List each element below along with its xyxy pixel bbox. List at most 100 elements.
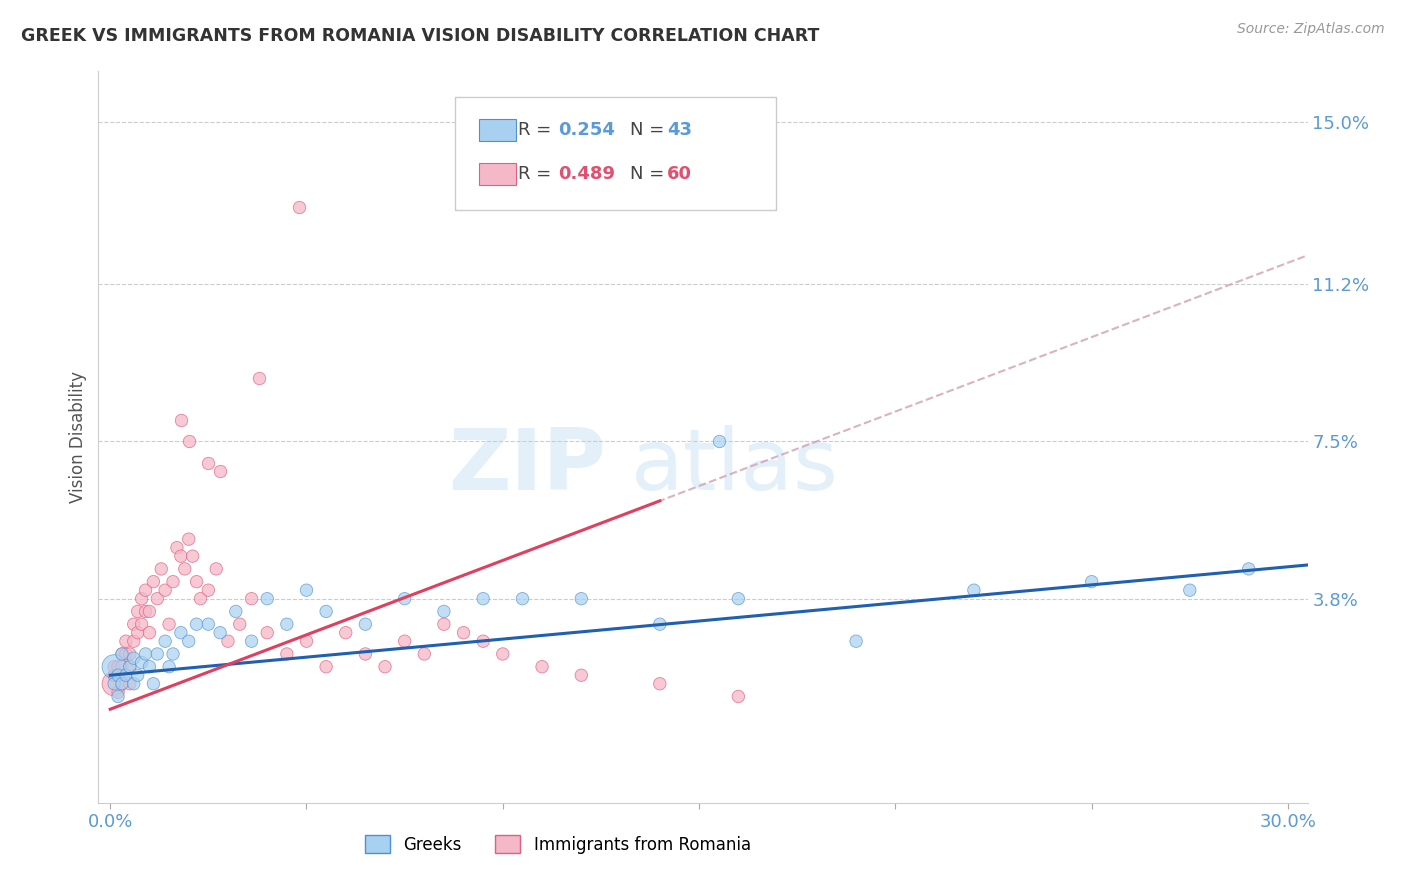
Point xyxy=(1178,583,1201,598)
Point xyxy=(153,583,176,598)
Point xyxy=(162,647,184,661)
Point xyxy=(225,604,247,618)
Point xyxy=(135,604,157,618)
Point xyxy=(472,591,495,606)
Text: 0.489: 0.489 xyxy=(558,165,614,183)
Point xyxy=(394,634,416,648)
Point xyxy=(135,647,157,661)
Point xyxy=(217,634,239,648)
Point xyxy=(142,677,165,691)
Point xyxy=(727,690,749,704)
Point xyxy=(103,677,125,691)
Point xyxy=(138,659,160,673)
Point xyxy=(433,617,456,632)
Point xyxy=(118,659,141,673)
Point xyxy=(197,617,219,632)
Text: Source: ZipAtlas.com: Source: ZipAtlas.com xyxy=(1237,22,1385,37)
Point xyxy=(256,625,278,640)
Point xyxy=(531,659,554,673)
Point xyxy=(648,617,671,632)
Point xyxy=(107,668,129,682)
Point xyxy=(146,591,169,606)
Point xyxy=(413,647,436,661)
Point xyxy=(181,549,204,563)
FancyBboxPatch shape xyxy=(479,163,516,185)
Point xyxy=(146,647,169,661)
Text: GREEK VS IMMIGRANTS FROM ROMANIA VISION DISABILITY CORRELATION CHART: GREEK VS IMMIGRANTS FROM ROMANIA VISION … xyxy=(21,27,820,45)
Point xyxy=(374,659,396,673)
Point xyxy=(138,604,160,618)
FancyBboxPatch shape xyxy=(456,97,776,211)
Point xyxy=(197,456,219,470)
Point xyxy=(295,634,318,648)
Point xyxy=(190,591,212,606)
Point xyxy=(177,434,200,449)
Text: 60: 60 xyxy=(666,165,692,183)
Point xyxy=(707,434,730,449)
Text: 0.254: 0.254 xyxy=(558,121,614,139)
Point xyxy=(111,677,134,691)
Point xyxy=(135,583,157,598)
Text: atlas: atlas xyxy=(630,425,838,508)
Point xyxy=(122,651,145,665)
Point xyxy=(115,668,138,682)
Point xyxy=(107,685,129,699)
Point xyxy=(118,659,141,673)
Point xyxy=(229,617,252,632)
Point xyxy=(115,647,138,661)
Point xyxy=(138,625,160,640)
Point xyxy=(963,583,986,598)
Point xyxy=(157,617,180,632)
Point xyxy=(315,659,337,673)
Point xyxy=(177,532,200,546)
Text: ZIP: ZIP xyxy=(449,425,606,508)
Point xyxy=(209,464,232,478)
Point xyxy=(111,647,134,661)
Point xyxy=(335,625,357,640)
Point xyxy=(107,690,129,704)
Point xyxy=(186,617,208,632)
Point xyxy=(103,677,125,691)
Text: N =: N = xyxy=(630,165,671,183)
Point xyxy=(433,604,456,618)
Point xyxy=(1080,574,1102,589)
Point xyxy=(107,659,129,673)
Point xyxy=(127,625,149,640)
Point xyxy=(240,591,263,606)
Point xyxy=(727,591,749,606)
Point xyxy=(131,617,153,632)
Point xyxy=(170,413,193,427)
Point xyxy=(276,617,298,632)
Text: R =: R = xyxy=(517,121,557,139)
Point xyxy=(111,677,134,691)
Point xyxy=(197,583,219,598)
Point xyxy=(209,625,232,640)
Point xyxy=(256,591,278,606)
Point xyxy=(492,647,515,661)
Point xyxy=(127,668,149,682)
Point xyxy=(153,634,176,648)
Text: N =: N = xyxy=(630,121,671,139)
Point xyxy=(287,201,309,215)
Point xyxy=(845,634,868,648)
Point xyxy=(150,562,173,576)
Point xyxy=(127,604,149,618)
Point xyxy=(111,647,134,661)
Point xyxy=(122,617,145,632)
Point xyxy=(1237,562,1260,576)
Point xyxy=(103,668,125,682)
Point xyxy=(394,591,416,606)
Y-axis label: Vision Disability: Vision Disability xyxy=(69,371,87,503)
Legend: Greeks, Immigrants from Romania: Greeks, Immigrants from Romania xyxy=(359,829,758,860)
Point xyxy=(354,647,377,661)
FancyBboxPatch shape xyxy=(479,119,516,141)
Point xyxy=(103,659,125,673)
Point xyxy=(569,668,592,682)
Text: 43: 43 xyxy=(666,121,692,139)
Point xyxy=(118,677,141,691)
Point xyxy=(186,574,208,589)
Point xyxy=(142,574,165,589)
Point xyxy=(162,574,184,589)
Point xyxy=(166,541,188,555)
Point xyxy=(240,634,263,648)
